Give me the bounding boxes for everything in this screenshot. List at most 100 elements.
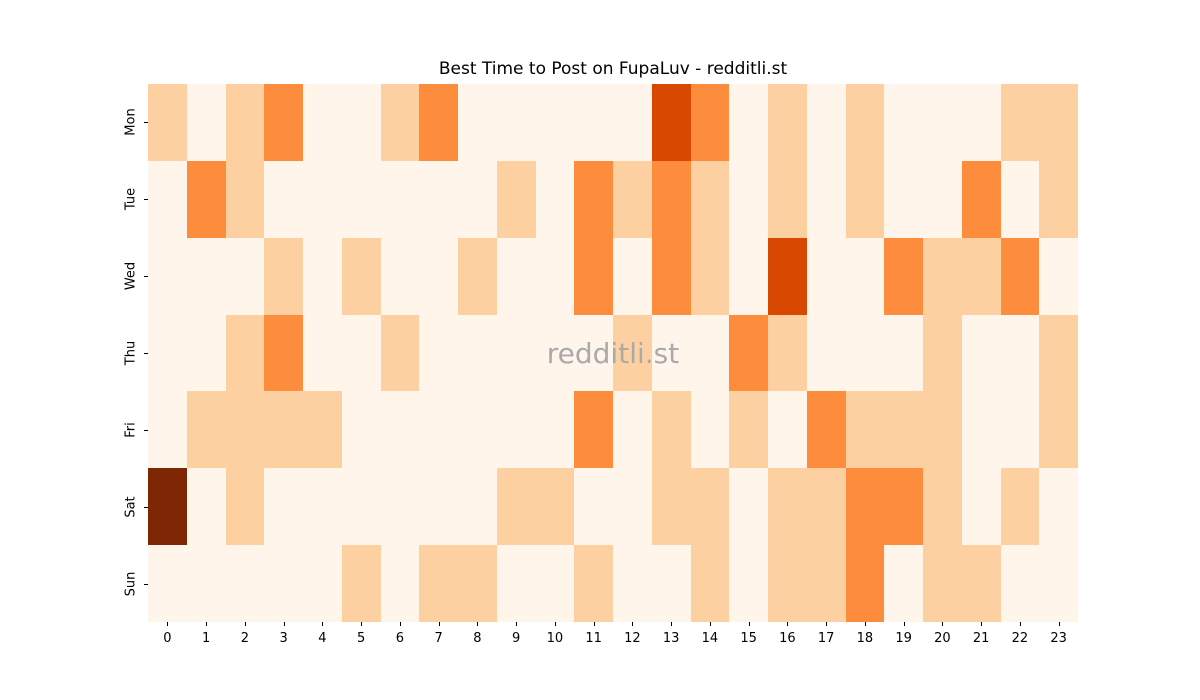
heatmap-cell-Thu-11: [574, 314, 613, 392]
heatmap-cell-Sat-23: [1039, 468, 1078, 546]
heatmap-cell-Wed-23: [1039, 237, 1078, 315]
heatmap-cell-Fri-12: [613, 391, 652, 469]
heatmap-cell-Sun-3: [264, 545, 303, 622]
heatmap-cell-Wed-3: [264, 237, 303, 315]
heatmap-cell-Sat-12: [613, 468, 652, 546]
heatmap-cell-Sat-19: [884, 468, 923, 546]
heatmap-cell-Sun-22: [1000, 545, 1040, 622]
heatmap-cell-Wed-20: [923, 237, 962, 315]
heatmap-cell-Wed-22: [1000, 237, 1040, 315]
x-tick-9: [516, 622, 518, 626]
heatmap-cell-Fri-23: [1039, 391, 1078, 469]
x-tick-4: [322, 622, 324, 626]
x-tick-label-17: 17: [817, 631, 835, 646]
heatmap-cell-Thu-5: [341, 314, 381, 392]
heatmap-cell-Sat-21: [961, 468, 1001, 546]
x-tick-10: [554, 622, 556, 626]
heatmap-cell-Tue-1: [186, 160, 226, 238]
heatmap-cell-Tue-6: [380, 160, 420, 238]
heatmap-cell-Tue-13: [651, 160, 691, 238]
heatmap-cell-Thu-15: [729, 314, 768, 392]
heatmap-cell-Sun-12: [613, 545, 652, 622]
heatmap-cell-Sun-5: [341, 545, 381, 622]
x-tick-label-8: 8: [473, 631, 482, 646]
heatmap-cell-Tue-14: [690, 160, 730, 238]
heatmap-cell-Wed-21: [961, 237, 1001, 315]
heatmap-cell-Mon-18: [845, 84, 885, 161]
heatmap-cell-Wed-2: [225, 237, 265, 315]
heatmap-cell-Sun-16: [768, 545, 807, 622]
heatmap-cell-Sun-18: [845, 545, 885, 622]
heatmap-cell-Mon-10: [535, 84, 575, 161]
y-tick-Fri: [144, 429, 148, 431]
heatmap-cell-Mon-1: [186, 84, 226, 161]
heatmap-cell-Thu-4: [303, 314, 342, 392]
heatmap-cell-Tue-20: [923, 160, 962, 238]
heatmap-cell-Thu-10: [535, 314, 575, 392]
heatmap-cell-Thu-7: [419, 314, 458, 392]
x-tick-label-23: 23: [1050, 631, 1067, 646]
heatmap-cell-Tue-5: [341, 160, 381, 238]
heatmap-cell-Sun-9: [496, 545, 536, 622]
x-tick-label-14: 14: [701, 631, 719, 646]
x-tick-label-5: 5: [356, 631, 366, 646]
heatmap-cell-Sun-11: [574, 545, 613, 622]
heatmap-cell-Sun-14: [690, 545, 730, 622]
heatmap-cell-Sun-17: [806, 545, 846, 622]
heatmap-cell-Fri-2: [225, 391, 265, 469]
heatmap-cell-Tue-10: [535, 160, 575, 238]
heatmap-cell-Mon-22: [1000, 84, 1040, 161]
heatmap-grid: [148, 84, 1078, 622]
heatmap-cell-Sun-0: [148, 545, 187, 622]
heatmap-cell-Fri-11: [574, 391, 613, 469]
heatmap-cell-Wed-12: [613, 237, 652, 315]
heatmap-cell-Sun-19: [884, 545, 923, 622]
heatmap-cell-Thu-3: [264, 314, 303, 392]
heatmap-cell-Sat-22: [1000, 468, 1040, 546]
heatmap-cell-Tue-18: [845, 160, 885, 238]
heatmap-cell-Sat-18: [845, 468, 885, 546]
heatmap-cell-Wed-13: [651, 237, 691, 315]
heatmap-cell-Wed-10: [535, 237, 575, 315]
heatmap-cell-Fri-19: [884, 391, 923, 469]
heatmap-cell-Fri-17: [806, 391, 846, 469]
heatmap-cell-Tue-17: [806, 160, 846, 238]
heatmap-cell-Thu-6: [380, 314, 420, 392]
heatmap-cell-Sat-11: [574, 468, 613, 546]
heatmap-cell-Mon-15: [729, 84, 768, 161]
heatmap-cell-Sun-1: [186, 545, 226, 622]
chart-title: Best Time to Post on FupaLuv - redditli.…: [438, 59, 788, 79]
heatmap-cell-Sun-7: [419, 545, 458, 622]
heatmap-cell-Fri-3: [264, 391, 303, 469]
heatmap-cell-Tue-3: [264, 160, 303, 238]
heatmap-cell-Mon-5: [341, 84, 381, 161]
heatmap-cell-Fri-20: [923, 391, 962, 469]
heatmap-cell-Sat-8: [458, 468, 497, 546]
heatmap-cell-Thu-23: [1039, 314, 1078, 392]
x-tick-label-16: 16: [779, 631, 796, 646]
heatmap-cell-Wed-16: [768, 237, 807, 315]
heatmap-cell-Thu-8: [458, 314, 497, 392]
x-tick-15: [748, 622, 750, 626]
x-tick-7: [438, 622, 440, 626]
heatmap-cell-Tue-7: [419, 160, 458, 238]
heatmap-cell-Mon-8: [458, 84, 497, 161]
heatmap-cell-Wed-11: [574, 237, 613, 315]
heatmap-cell-Sun-23: [1039, 545, 1078, 622]
x-tick-22: [1019, 622, 1021, 626]
heatmap-cell-Fri-15: [729, 391, 768, 469]
x-tick-label-12: 12: [624, 631, 641, 646]
heatmap-cell-Mon-23: [1039, 84, 1078, 161]
y-tick-label-Mon: Mon: [123, 108, 139, 137]
heatmap-cell-Wed-5: [341, 237, 381, 315]
x-tick-19: [903, 622, 905, 626]
y-tick-label-Fri: Fri: [123, 422, 139, 438]
heatmap-cell-Fri-10: [535, 391, 575, 469]
heatmap-cell-Tue-16: [768, 160, 807, 238]
heatmap-cell-Sat-7: [419, 468, 458, 546]
x-tick-1: [206, 622, 208, 626]
heatmap-cell-Sun-15: [729, 545, 768, 622]
heatmap-cell-Fri-7: [419, 391, 458, 469]
x-tick-23: [1058, 622, 1060, 626]
